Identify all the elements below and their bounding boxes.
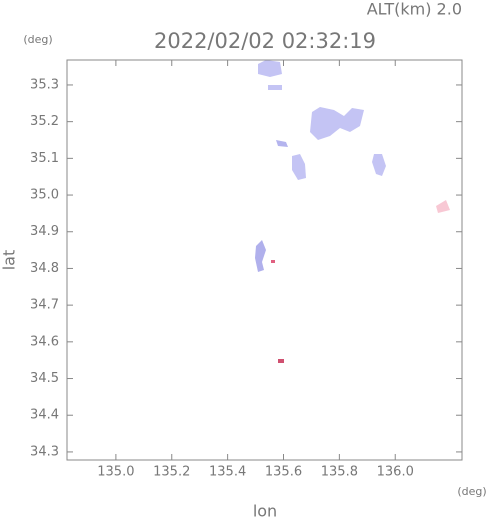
y-tick-label: 34.4 xyxy=(30,408,59,423)
x-tick-label: 135.4 xyxy=(209,465,246,480)
y-tick-label: 34.5 xyxy=(30,371,59,386)
x-tick-label: 135.6 xyxy=(265,465,302,480)
plot-frame xyxy=(66,59,463,461)
y-tick-label: 34.8 xyxy=(30,261,59,276)
x-tick-label: 135.0 xyxy=(97,465,134,480)
x-tick-label: 135.8 xyxy=(321,465,358,480)
y-tick-label: 34.3 xyxy=(30,444,59,459)
echo-areas xyxy=(255,60,450,363)
x-tick-label: 136.0 xyxy=(377,465,414,480)
x-tick-label: 135.2 xyxy=(153,465,190,480)
y-tick-label: 34.6 xyxy=(30,334,59,349)
x-axis-label: lon xyxy=(253,502,277,521)
chart-title: 2022/02/02 02:32:19 xyxy=(154,29,376,53)
y-tick-label: 35.2 xyxy=(30,114,59,129)
y-tick-label: 34.7 xyxy=(30,298,59,313)
y-unit: (deg) xyxy=(23,33,52,46)
x-unit: (deg) xyxy=(457,485,486,498)
y-tick-label: 34.9 xyxy=(30,224,59,239)
y-tick-label: 35.3 xyxy=(30,77,59,92)
y-tick-label: 35.1 xyxy=(30,151,59,166)
altitude-label: ALT(km) 2.0 xyxy=(367,0,462,19)
y-tick-label: 35.0 xyxy=(30,188,59,203)
y-axis-label: lat xyxy=(0,250,19,271)
